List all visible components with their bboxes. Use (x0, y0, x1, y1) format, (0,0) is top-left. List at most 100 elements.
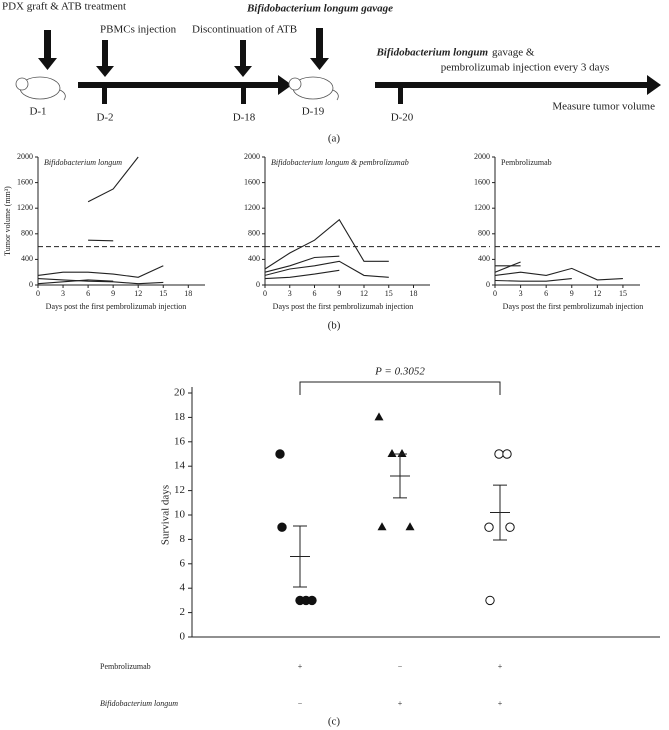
data-point (397, 449, 407, 457)
arrow (78, 75, 292, 95)
y-tick-label: 0 (486, 280, 490, 289)
data-line (37, 278, 164, 285)
x-tick-label: 0 (493, 289, 497, 298)
data-point (505, 522, 515, 532)
x-axis-label: Days post the first pembrolizumab inject… (273, 302, 414, 311)
x-tick-label: 12 (360, 289, 368, 298)
data-point (494, 449, 504, 459)
y-tick-label: 14 (174, 460, 186, 472)
y-tick-label: 2000 (244, 152, 260, 161)
x-tick-label: 3 (288, 289, 292, 298)
x-tick-label: 18 (184, 289, 192, 298)
data-point (387, 449, 397, 457)
step-label: PDX graft & ATB treatment (2, 1, 126, 13)
chart-title: Bifidobacterium longum & pembrolizumab (271, 158, 409, 167)
y-tick-label: 2000 (17, 152, 33, 161)
annotation: P = 0.3052 (374, 366, 425, 378)
row-cell: + (498, 699, 503, 708)
day-label: D-18 (233, 112, 256, 124)
x-tick-label: 6 (544, 289, 548, 298)
y-tick-label: 16 (174, 435, 186, 447)
day-label: D-1 (29, 106, 46, 118)
y-tick-label: 1200 (474, 203, 490, 212)
data-line (88, 239, 114, 242)
data-line (37, 279, 114, 285)
x-tick-label: 9 (570, 289, 574, 298)
y-tick-label: 18 (174, 411, 186, 423)
error-bar (293, 525, 307, 588)
day-label: D-2 (96, 112, 113, 124)
y-tick-label: 0 (29, 280, 33, 289)
x-tick-label: 6 (313, 289, 317, 298)
data-point (377, 522, 387, 531)
y-tick-label: 10 (174, 509, 186, 521)
data-line (494, 267, 623, 281)
panel-label: (a) (328, 133, 341, 145)
mouse (15, 76, 339, 101)
row-cell: + (298, 662, 303, 671)
error-bar (493, 484, 507, 541)
row-label: Bifidobacterium longum (100, 699, 178, 708)
y-axis-label: Tumor volume (mm³) (3, 186, 12, 256)
x-tick-label: 12 (593, 289, 601, 298)
y-tick-label: 0 (180, 631, 186, 643)
panel-label: (c) (328, 716, 341, 728)
y-tick-label: 2 (180, 606, 186, 618)
data-line (37, 265, 164, 278)
y-tick-label: 400 (21, 254, 33, 263)
data-point (405, 522, 415, 531)
data-point (277, 522, 287, 532)
arrow (375, 75, 661, 95)
x-tick-label: 9 (111, 289, 115, 298)
day-label: D-20 (391, 112, 414, 124)
data-line (264, 260, 389, 278)
x-tick-label: 6 (86, 289, 90, 298)
arrow (38, 30, 57, 70)
error-bar (393, 453, 407, 499)
y-tick-label: 2000 (474, 152, 490, 161)
arrow (234, 40, 252, 77)
final-text: gavage & (492, 47, 535, 59)
chart-title: Pembrolizumab (501, 158, 552, 167)
data-point (275, 449, 285, 459)
y-tick-label: 1600 (17, 177, 33, 186)
row-cell: + (398, 699, 403, 708)
arrow (96, 40, 114, 77)
x-tick-label: 0 (36, 289, 40, 298)
x-tick-label: 15 (619, 289, 627, 298)
arrow (310, 28, 329, 70)
x-tick-label: 0 (263, 289, 267, 298)
y-tick-label: 20 (174, 387, 186, 399)
x-tick-label: 12 (134, 289, 142, 298)
data-line (264, 255, 340, 273)
x-axis-label: Days post the first pembrolizumab inject… (46, 302, 187, 311)
y-tick-label: 800 (478, 229, 490, 238)
tick (102, 82, 107, 104)
y-tick-label: 12 (174, 484, 185, 496)
measure-label: Measure tumor volume (552, 101, 655, 113)
y-tick-label: 400 (478, 254, 490, 263)
tick (241, 82, 246, 104)
data-point (502, 449, 512, 459)
day-label: D-19 (302, 106, 325, 118)
data-line (494, 278, 572, 282)
x-tick-label: 3 (519, 289, 523, 298)
data-point (307, 595, 317, 606)
data-line (494, 261, 521, 273)
step-label: Bifidobacterium longum gavage (246, 3, 393, 15)
y-tick-label: 4 (180, 582, 186, 594)
panel-label: (b) (328, 320, 341, 332)
x-tick-label: 15 (385, 289, 393, 298)
bracket (299, 381, 501, 395)
row-cell: − (298, 699, 303, 708)
y-tick-label: 1600 (244, 177, 260, 186)
y-tick-label: 0 (256, 280, 260, 289)
x-tick-label: 9 (337, 289, 341, 298)
y-tick-label: 1200 (244, 203, 260, 212)
data-line (87, 156, 139, 203)
data-point (374, 412, 384, 421)
y-tick-label: 800 (248, 229, 260, 238)
y-tick-label: 1600 (474, 177, 490, 186)
